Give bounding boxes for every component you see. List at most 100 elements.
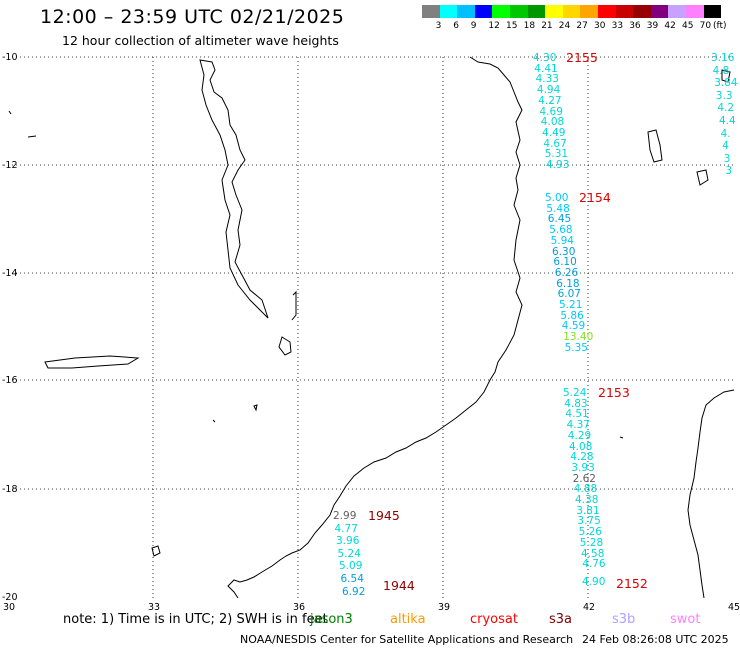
lon-label: 42	[583, 602, 596, 613]
lat-label: -16	[2, 375, 18, 386]
mission-label: altika	[390, 612, 426, 627]
wave-height-value: 5.28	[579, 536, 604, 549]
comoros-island	[696, 169, 709, 186]
wave-height-value: 3.16	[711, 52, 735, 64]
small-island	[619, 436, 624, 439]
wave-height-value: 6.30	[552, 245, 576, 258]
legend-swatch	[580, 5, 598, 18]
wave-height-value: 4.	[720, 127, 731, 140]
wave-height-value: 3.3	[715, 89, 733, 102]
comoros-island	[721, 69, 731, 83]
legend-swatch	[562, 5, 581, 18]
legend-label: 15	[506, 21, 518, 31]
small-island	[27, 135, 37, 138]
footer-credit: NOAA/NESDIS Center for Satellite Applica…	[240, 633, 574, 646]
legend-label: 27	[576, 21, 588, 31]
track-time-label: 2153	[598, 385, 630, 400]
legend-swatch	[439, 5, 458, 18]
comoros-island	[647, 129, 663, 163]
wave-height-value: 5.09	[339, 560, 363, 573]
legend-label: 33	[611, 21, 624, 31]
wave-height-value: 6.18	[556, 277, 580, 290]
wave-height-value: 4.83	[564, 397, 588, 410]
legend-swatch	[422, 5, 440, 18]
legend-swatch	[545, 5, 563, 18]
lon-label: 33	[148, 602, 161, 613]
wave-height-value: 5.94	[550, 234, 574, 247]
wave-height-value: 5.24	[337, 547, 361, 560]
wave-height-value: 4.51	[565, 408, 589, 421]
wave-height-value: 4.37	[566, 419, 590, 432]
small-island	[8, 110, 12, 115]
wave-height-value: 4.77	[334, 522, 358, 535]
wave-height-value: 4.29	[567, 429, 592, 442]
mission-label: jason3	[310, 612, 353, 627]
wave-height-value: 5.31	[544, 148, 569, 161]
wave-height-value: 5.26	[578, 526, 602, 539]
wave-height-value: 4	[722, 140, 729, 153]
lon-label: 36	[293, 602, 306, 613]
wave-height-value: 5.35	[564, 341, 588, 354]
wave-height-value: 5.86	[560, 309, 584, 322]
legend-swatch	[474, 5, 493, 18]
wave-height-value: 4.76	[582, 558, 606, 571]
note-row: note: 1) Time is in UTC; 2) SWH is in fe…	[0, 612, 740, 632]
wave-height-value: 5.24	[563, 387, 587, 399]
wave-height-value: 4.69	[539, 105, 563, 118]
legend-label: 39	[646, 21, 659, 31]
small-lake-outline	[278, 336, 292, 356]
wave-height-value: 4.90	[582, 576, 606, 588]
mission-label: s3a	[549, 612, 573, 627]
wave-height-value: 3.96	[336, 535, 360, 548]
legend-label: 45	[682, 21, 694, 31]
wave-height-value: 4.67	[543, 137, 567, 150]
wave-height-value: 6.07	[557, 288, 581, 301]
wave-height-value: 4.28	[570, 451, 594, 464]
wave-height-value: 4.94	[536, 84, 561, 97]
wave-height-value: 5.68	[549, 224, 573, 237]
legend-label: 9	[470, 21, 477, 31]
wave-height-value: 4.08	[540, 116, 565, 129]
wave-height-value: 4.08	[569, 440, 593, 453]
small-island	[291, 290, 297, 321]
lat-label: -12	[2, 160, 18, 171]
mission-label: s3b	[612, 612, 636, 627]
lon-label: 45	[728, 602, 740, 613]
legend-label: 12	[488, 21, 500, 31]
coastlines	[8, 56, 735, 599]
legend-label: 30	[594, 21, 606, 31]
track-time-label: 2155	[566, 50, 598, 65]
wave-height-value: 4.33	[535, 73, 559, 86]
wave-height-value: 4.4	[719, 115, 736, 127]
wave-height-value: 4.41	[534, 62, 558, 75]
wave-height-value: 4.49	[542, 126, 566, 139]
track-time-label: 1945	[368, 508, 400, 523]
wave-height-value: 6.54	[340, 573, 364, 585]
legend-swatch	[668, 5, 686, 18]
lat-label: -18	[2, 484, 18, 495]
legend-label: 42	[664, 21, 676, 31]
page-subtitle: 12 hour collection of altimeter wave hei…	[62, 33, 339, 48]
wave-height-value: 4.59	[561, 320, 586, 333]
wave-height-value: 4.58	[581, 547, 605, 560]
legend-swatch	[527, 5, 546, 18]
wave-height-value: 3.93	[571, 461, 595, 474]
lat-label: -10	[2, 52, 18, 63]
note-text: note: 1) Time is in UTC; 2) SWH is in fe…	[63, 612, 328, 627]
lon-label: 30	[3, 602, 16, 613]
lon-label: 39	[438, 602, 451, 613]
legend-swatch	[598, 5, 616, 18]
wave-height-value: 5.21	[559, 299, 583, 311]
legend-unit: (ft)	[713, 21, 727, 31]
track-time-label: 2152	[616, 576, 648, 591]
grid	[8, 56, 734, 600]
wave-height-value: 3.84	[714, 77, 738, 90]
wave-height-value: 4.88	[573, 483, 598, 496]
footer-timestamp: 24 Feb 08:26:08 UTC 2025	[582, 633, 729, 646]
track-time-label: 2154	[579, 190, 611, 205]
legend-swatch	[615, 5, 634, 18]
legend-label: 6	[453, 21, 459, 31]
wave-height-value: 6.26	[554, 266, 579, 279]
wave-height-value: 4.2	[717, 102, 735, 115]
